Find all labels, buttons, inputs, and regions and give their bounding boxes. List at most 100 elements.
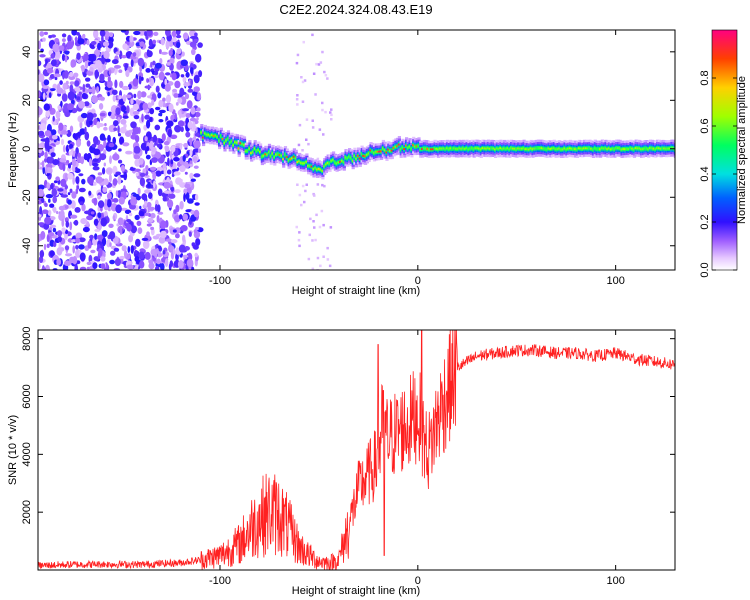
heatmap-cell [112, 136, 116, 145]
heatmap-cell [77, 152, 81, 158]
heatmap-cell [111, 59, 119, 65]
heatmap-cell [44, 151, 48, 159]
heatmap-cell [107, 40, 114, 49]
heatmap-cell [303, 79, 307, 82]
heatmap-cell [195, 238, 201, 247]
heatmap-cell [55, 118, 59, 124]
heatmap-cell [123, 123, 127, 129]
heatmap-cell [622, 148, 625, 150]
heatmap-cell [104, 198, 108, 207]
heatmap-cell [38, 184, 45, 190]
heatmap-cell [108, 223, 114, 228]
heatmap-cell [97, 212, 102, 219]
heatmap-cell [287, 159, 290, 162]
heatmap-cell [86, 112, 94, 121]
heatmap-cell [88, 158, 93, 167]
heatmap-cell [86, 215, 94, 221]
heatmap-cell [340, 159, 344, 162]
heatmap-cell [74, 207, 81, 213]
heatmap-cell [104, 123, 107, 127]
heatmap-cell [144, 200, 148, 207]
heatmap-cell [431, 148, 435, 151]
heatmap-cell [616, 147, 620, 149]
heatmap-cell [138, 75, 142, 85]
heatmap-cell [64, 245, 70, 251]
heatmap-cell [189, 41, 197, 48]
heatmap-cell [313, 226, 316, 229]
heatmap-cell [659, 147, 662, 150]
heatmap-cell [502, 147, 506, 150]
spectrogram-ticks: -100 0 100 -40 -20 0 20 40 [21, 30, 675, 287]
heatmap-cell [212, 135, 216, 137]
heatmap-cell [107, 76, 111, 82]
heatmap-cell [599, 148, 602, 151]
heatmap-cell [316, 183, 320, 186]
heatmap-cell [108, 173, 112, 183]
heatmap-cell [153, 31, 159, 36]
heatmap-cell [358, 157, 362, 160]
heatmap-cell [604, 147, 607, 150]
heatmap-cell [78, 187, 86, 193]
y-tick-label: 2000 [21, 500, 33, 524]
heatmap-cell [65, 253, 72, 257]
heatmap-cell [56, 87, 64, 94]
heatmap-cell [115, 190, 119, 197]
heatmap-cell [90, 41, 97, 45]
heatmap-cell [128, 129, 133, 133]
heatmap-cell [600, 147, 604, 150]
heatmap-cell [124, 209, 132, 214]
heatmap-cell [66, 160, 70, 164]
heatmap-cell [51, 188, 58, 197]
heatmap-cell [591, 148, 595, 151]
heatmap-cell [115, 51, 121, 56]
heatmap-cell [196, 92, 202, 101]
heatmap-cell [157, 143, 161, 148]
heatmap-cell [506, 147, 509, 150]
heatmap-cell [308, 165, 312, 167]
heatmap-cell [164, 78, 167, 86]
heatmap-cell [100, 263, 106, 269]
heatmap-cell [469, 147, 472, 150]
heatmap-cell [185, 71, 190, 78]
heatmap-cell [122, 94, 127, 103]
heatmap-cell [150, 147, 157, 153]
heatmap-cell [242, 143, 246, 146]
heatmap-cell [175, 177, 182, 185]
heatmap-cell [298, 160, 301, 163]
colorbar-ticks: 0.0 0.2 0.4 0.6 0.8 [699, 70, 737, 278]
heatmap-cell [183, 82, 190, 87]
heatmap-cell [318, 225, 322, 229]
heatmap-cell [145, 154, 151, 160]
heatmap-cell [182, 32, 189, 40]
heatmap-cell [203, 132, 207, 135]
heatmap-cell [89, 234, 94, 240]
heatmap-cell [171, 145, 176, 153]
heatmap-cell [486, 147, 490, 149]
heatmap-cell [251, 150, 255, 153]
heatmap-cell [86, 266, 90, 270]
heatmap-cell [385, 151, 388, 154]
heatmap-cell [52, 206, 57, 213]
heatmap-cell [112, 215, 116, 220]
heatmap-cell [120, 118, 127, 125]
heatmap-cell [645, 147, 648, 150]
heatmap-cell [193, 38, 199, 43]
heatmap-cell [289, 158, 292, 161]
heatmap-cell [150, 166, 157, 171]
heatmap-cell [428, 148, 431, 151]
heatmap-cell [182, 213, 188, 221]
heatmap-cell [187, 88, 193, 93]
heatmap-cell [422, 147, 426, 150]
heatmap-cell [52, 196, 57, 204]
heatmap-cell [61, 38, 66, 42]
heatmap-cell [317, 167, 321, 170]
heatmap-cell [145, 68, 151, 73]
spectrogram-frame [37, 29, 676, 271]
heatmap-cell [65, 229, 68, 235]
heatmap-cell [322, 255, 325, 258]
heatmap-cell [182, 254, 189, 258]
heatmap-cell [93, 136, 99, 145]
heatmap-cell [574, 148, 577, 150]
heatmap-cell [142, 240, 150, 250]
heatmap-cell [629, 147, 632, 150]
